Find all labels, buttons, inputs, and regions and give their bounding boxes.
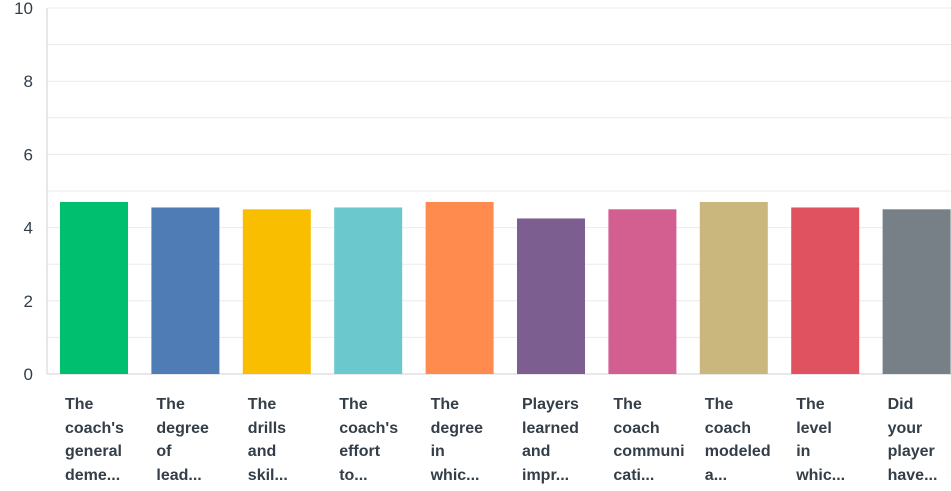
y-tick-label: 8 <box>24 72 33 91</box>
bar[interactable] <box>882 209 951 374</box>
bar[interactable] <box>151 207 220 374</box>
x-category-label: The coach's effort to... <box>339 396 399 484</box>
y-tick-label: 0 <box>24 365 33 384</box>
y-tick-label: 10 <box>14 0 33 18</box>
bar[interactable] <box>334 207 403 374</box>
x-category-label: The level in whic... <box>796 396 846 484</box>
bar[interactable] <box>242 209 311 374</box>
y-tick-labels: 0 2 4 6 8 10 <box>14 0 33 384</box>
x-category-label: Players learned and impr... <box>522 396 579 484</box>
x-category-label: The coach's general deme... <box>65 396 124 484</box>
bar[interactable] <box>608 209 677 374</box>
y-tick-label: 2 <box>24 292 33 311</box>
bar[interactable] <box>791 207 860 374</box>
x-category-label: The coach modeled a... <box>704 396 771 484</box>
x-category-label: The drills and skil... <box>247 396 288 484</box>
x-category-label: The degree in whic... <box>430 396 484 484</box>
x-category-label: The coach communi cati... <box>613 396 685 484</box>
bar[interactable] <box>425 201 494 374</box>
x-category-label: The degree of lead... <box>156 396 209 484</box>
y-tick-label: 4 <box>24 219 33 238</box>
x-category-label: Did your player have... <box>887 396 938 484</box>
bar[interactable] <box>60 201 128 374</box>
bars <box>60 201 951 374</box>
bar[interactable] <box>517 218 585 374</box>
bar[interactable] <box>699 201 768 374</box>
y-tick-label: 6 <box>24 145 33 164</box>
